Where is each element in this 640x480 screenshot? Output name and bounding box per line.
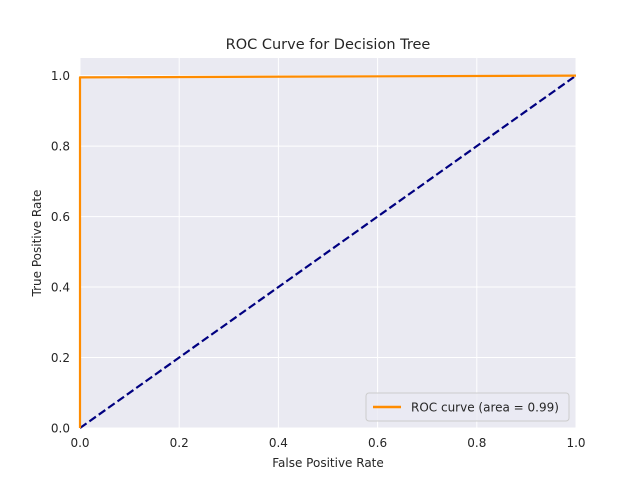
roc-curve-line <box>78 74 577 428</box>
tick-labels: 0.0 0.2 0.4 0.6 0.8 1.0 0.0 0.2 0.4 0.6 0.8 1.0 <box>51 69 586 450</box>
series-layer <box>78 74 577 429</box>
x-tick-label: 0.8 <box>467 436 486 450</box>
y-tick-label: 0.6 <box>51 210 70 224</box>
x-axis-label: False Positive Rate <box>272 456 384 470</box>
legend-box <box>365 392 570 422</box>
x-tick-label: 0.2 <box>170 436 189 450</box>
y-tick-label: 0.0 <box>51 422 70 436</box>
grid-lines <box>79 58 577 429</box>
legend: ROC curve (area = 0.99) <box>365 392 570 422</box>
y-axis-label: True Positive Rate <box>30 190 44 298</box>
chart-title: ROC Curve for Decision Tree <box>226 37 431 53</box>
x-tick-label: 0.4 <box>269 436 288 450</box>
x-tick-label: 0.0 <box>70 436 89 450</box>
chance-diagonal-line <box>79 74 577 429</box>
legend-label-roc: ROC curve (area = 0.99) <box>411 401 559 415</box>
plot-area <box>80 58 576 428</box>
x-tick-label: 0.6 <box>368 436 387 450</box>
y-tick-label: 1.0 <box>51 69 70 83</box>
x-tick-label: 1.0 <box>566 436 585 450</box>
y-tick-label: 0.2 <box>51 351 70 365</box>
y-tick-label: 0.8 <box>51 140 70 154</box>
y-tick-label: 0.4 <box>51 281 70 295</box>
